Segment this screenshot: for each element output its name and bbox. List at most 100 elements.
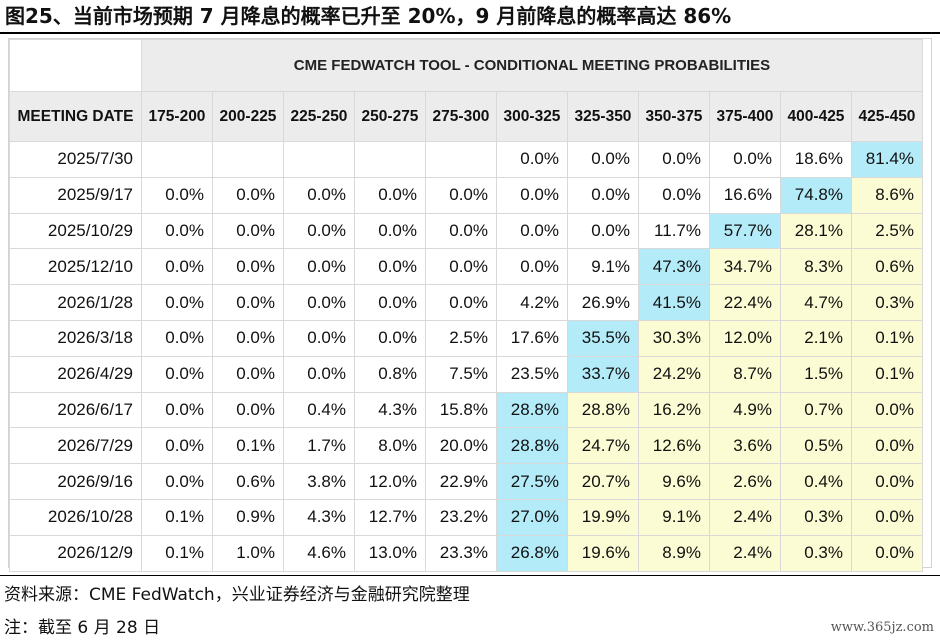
probability-cell: 0.0% <box>141 284 213 321</box>
probability-cell: 0.0% <box>709 141 781 178</box>
probability-cell: 0.0% <box>141 319 213 357</box>
probability-cell: 9.1% <box>567 248 639 286</box>
probability-cell: 0.0% <box>212 248 284 286</box>
probability-cell: 0.0% <box>354 212 426 250</box>
probability-cell: 0.0% <box>141 391 213 429</box>
probability-cell: 0.3% <box>780 534 852 572</box>
probability-cell: 2.6% <box>709 463 781 500</box>
probability-cell: 13.0% <box>354 534 426 572</box>
table-row: 2025/7/30 0.0% 0.0% 0.0% 0.0% 18.6% 81.4% <box>9 141 923 178</box>
title-rule <box>0 32 940 34</box>
probability-cell: 0.4% <box>283 391 355 429</box>
probability-cell: 0.0% <box>141 463 213 500</box>
probability-cell: 0.0% <box>354 319 426 357</box>
probability-cell: 0.0% <box>567 212 639 250</box>
probability-cell: 19.6% <box>567 534 639 572</box>
probability-cell <box>141 141 213 178</box>
probability-cell: 20.0% <box>425 427 497 465</box>
probability-cell: 35.5% <box>567 319 639 357</box>
meeting-date: 2026/3/18 <box>9 319 142 357</box>
meeting-date: 2026/6/17 <box>9 391 142 429</box>
probability-cell: 0.0% <box>212 319 284 357</box>
probability-cell: 17.6% <box>496 319 568 357</box>
probability-cell: 27.5% <box>496 463 568 500</box>
probability-cell: 0.0% <box>283 355 355 393</box>
probability-cell: 0.0% <box>141 427 213 465</box>
meeting-date: 2025/7/30 <box>9 141 142 178</box>
table-row: 2026/7/29 0.0% 0.1% 1.7% 8.0% 20.0% 28.8% 24.7%… <box>9 427 923 465</box>
table-row: 2026/4/29 0.0% 0.0% 0.0% 0.8% 7.5% 23.5% 33.7% 2… <box>9 355 923 393</box>
table-row: 2025/9/17 0.0% 0.0% 0.0% 0.0% 0.0% 0.0% 0.0% 0.0… <box>9 176 923 214</box>
probability-cell: 0.6% <box>851 248 923 286</box>
probability-cell: 18.6% <box>780 141 852 178</box>
probability-cell: 28.8% <box>567 391 639 429</box>
probability-cell <box>283 141 355 178</box>
probability-cell: 27.0% <box>496 498 568 536</box>
probability-cell: 1.5% <box>780 355 852 393</box>
table-row: 2026/6/17 0.0% 0.0% 0.4% 4.3% 15.8% 28.8% 28.8%… <box>9 391 923 429</box>
probability-cell: 26.9% <box>567 284 639 321</box>
source-note: 资料来源：CME FedWatch，兴业证券经济与金融研究院整理 <box>4 585 470 605</box>
probability-cell: 4.7% <box>780 284 852 321</box>
probability-cell: 0.0% <box>141 176 213 214</box>
meeting-date: 2026/7/29 <box>9 427 142 465</box>
probability-cell: 0.0% <box>851 534 923 572</box>
figure-title: 图25、当前市场预期 7 月降息的概率已升至 20%，9 月前降息的概率高达 8… <box>5 4 732 28</box>
probability-cell: 0.0% <box>283 176 355 214</box>
probability-cell: 0.0% <box>354 284 426 321</box>
watermark: www.365jz.com <box>830 620 934 635</box>
probability-cell: 0.0% <box>141 355 213 393</box>
probability-cell: 0.9% <box>212 498 284 536</box>
probability-cell: 0.0% <box>851 498 923 536</box>
table-row: 2026/9/16 0.0% 0.6% 3.8% 12.0% 22.9% 27.5% 20.7… <box>9 463 923 500</box>
probability-cell: 0.0% <box>354 248 426 286</box>
probability-cell: 0.0% <box>425 212 497 250</box>
probability-cell: 0.0% <box>212 391 284 429</box>
probability-cell: 2.4% <box>709 498 781 536</box>
column-header: 350-375 <box>638 91 710 142</box>
table-row: 2026/3/18 0.0% 0.0% 0.0% 0.0% 2.5% 17.6% 35.5% 3… <box>9 319 923 357</box>
probability-cell <box>425 141 497 178</box>
probability-cell: 0.0% <box>141 248 213 286</box>
probability-cell: 12.0% <box>709 319 781 357</box>
meeting-date: 2025/10/29 <box>9 212 142 250</box>
meeting-date: 2025/12/10 <box>9 248 142 286</box>
banner-row: CME FEDWATCH TOOL - CONDITIONAL MEETING … <box>9 39 923 92</box>
probability-cell: 30.3% <box>638 319 710 357</box>
probability-cell: 4.3% <box>283 498 355 536</box>
probability-cell: 81.4% <box>851 141 923 178</box>
probability-cell: 9.1% <box>638 498 710 536</box>
row-header-label: MEETING DATE <box>9 91 142 142</box>
probability-cell: 0.0% <box>496 141 568 178</box>
probability-cell <box>212 141 284 178</box>
probability-cell: 0.1% <box>141 534 213 572</box>
probability-cell: 57.7% <box>709 212 781 250</box>
probability-cell: 0.0% <box>283 248 355 286</box>
probability-cell: 0.0% <box>638 141 710 178</box>
probability-cell: 28.1% <box>780 212 852 250</box>
table-row: 2026/10/28 0.1% 0.9% 4.3% 12.7% 23.2% 27.0% 19.… <box>9 498 923 536</box>
probability-cell: 0.0% <box>425 284 497 321</box>
probability-cell: 0.7% <box>780 391 852 429</box>
probability-cell: 0.0% <box>212 284 284 321</box>
probability-table: CME FEDWATCH TOOL - CONDITIONAL MEETING … <box>9 39 923 572</box>
column-header: 375-400 <box>709 91 781 142</box>
probability-cell: 12.7% <box>354 498 426 536</box>
probability-cell: 0.0% <box>851 463 923 500</box>
probability-cell: 3.8% <box>283 463 355 500</box>
probability-cell: 3.6% <box>709 427 781 465</box>
column-header: 225-250 <box>283 91 355 142</box>
probability-cell: 2.5% <box>851 212 923 250</box>
date-note: 注：截至 6 月 28 日 <box>4 618 161 638</box>
probability-cell: 28.8% <box>496 427 568 465</box>
probability-cell: 0.3% <box>780 498 852 536</box>
probability-cell: 8.9% <box>638 534 710 572</box>
probability-cell: 0.0% <box>141 212 213 250</box>
probability-cell: 0.5% <box>780 427 852 465</box>
probability-cell: 0.1% <box>212 427 284 465</box>
probability-cell: 0.0% <box>638 176 710 214</box>
probability-cell: 74.8% <box>780 176 852 214</box>
bottom-rule <box>0 575 940 576</box>
probability-cell: 4.9% <box>709 391 781 429</box>
meeting-date: 2026/1/28 <box>9 284 142 321</box>
